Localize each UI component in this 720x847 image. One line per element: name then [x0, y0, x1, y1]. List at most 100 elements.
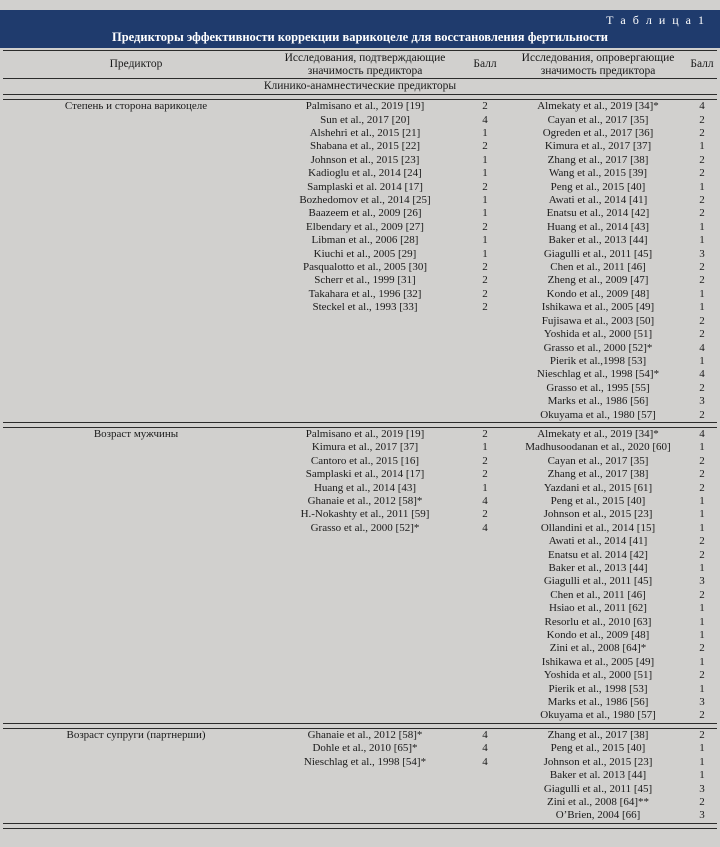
confirming-study-citation — [269, 382, 461, 395]
confirming-study-citation — [269, 589, 461, 602]
refuting-score-value: 2 — [699, 408, 705, 421]
refuting-study-citation: Madhusoodanan et al., 2020 [60] — [525, 441, 671, 454]
confirming-score-value: 1 — [482, 441, 488, 454]
confirming-study-citation — [269, 602, 461, 615]
refuting-score-value: 1 — [699, 180, 705, 193]
refuting-study-citation: Kondo et al., 2009 [48] — [546, 287, 650, 300]
confirming-study-citation — [269, 409, 461, 422]
table-row: Hsiao et al., 2011 [62] 1 — [3, 602, 717, 615]
refuting-score-value: 2 — [699, 535, 705, 548]
refuting-study-citation: Grasso et al., 1995 [55] — [546, 381, 650, 394]
refuting-score-value: 3 — [699, 575, 705, 588]
refuting-study-citation: Enatsu et al., 2014 [42] — [546, 207, 650, 220]
table-row: Johnson et al., 2015 [23] 1 Zhang et al., … — [3, 154, 717, 167]
table-row: Fujisawa et al., 2003 [50] 2 — [3, 315, 717, 328]
confirming-study-citation — [269, 395, 461, 408]
refuting-study-citation: Baker et al., 2013 [44] — [548, 234, 648, 247]
confirming-study-citation: Huang et al., 2014 [43] — [313, 481, 417, 494]
refuting-study-citation: Johnson et al., 2015 [23] — [543, 755, 653, 768]
confirming-score-value: 2 — [482, 180, 488, 193]
refuting-score-value: 2 — [699, 194, 705, 207]
confirming-study-citation: Kadioglu et al., 2014 [24] — [308, 167, 422, 180]
confirming-study-citation: Grasso et al., 2000 [52]* — [310, 521, 420, 534]
confirming-study-citation: Nieschlag et al., 1998 [54]* — [303, 755, 427, 768]
table-row: Yoshida et al., 2000 [51] 2 — [3, 669, 717, 682]
confirming-study-citation: Shabana et al., 2015 [22] — [310, 140, 420, 153]
confirming-score-value: 1 — [482, 207, 488, 220]
confirming-study-citation — [269, 642, 461, 655]
confirming-study-citation — [269, 342, 461, 355]
refuting-score-value: 1 — [699, 234, 705, 247]
refuting-score-value: 2 — [699, 167, 705, 180]
table-row: Scherr et al., 1999 [31] 2 Zheng et al., 2… — [3, 274, 717, 287]
confirming-score-value — [461, 342, 509, 355]
refuting-score-value: 1 — [699, 441, 705, 454]
refuting-study-citation: Zini et al., 2008 [64]** — [546, 795, 650, 808]
refuting-score-value: 2 — [699, 588, 705, 601]
confirming-score-value: 2 — [482, 274, 488, 287]
refuting-study-citation: Cayan et al., 2017 [35] — [547, 113, 649, 126]
confirming-study-citation: Ghanaie et al., 2012 [58]* — [307, 728, 423, 741]
confirming-study-citation — [269, 535, 461, 548]
predictor-name — [3, 114, 269, 127]
table-row: Shabana et al., 2015 [22] 2 Kimura et al.,… — [3, 140, 717, 153]
refuting-study-citation: O’Brien, 2004 [66] — [555, 809, 641, 822]
confirming-score-value: 2 — [482, 508, 488, 521]
confirming-score-value — [461, 809, 509, 822]
table-row: Takahara et al., 1996 [32] 2 Kondo et al.,… — [3, 288, 717, 301]
refuting-study-citation: Peng et al., 2015 [40] — [550, 494, 646, 507]
refuting-score-value: 2 — [699, 314, 705, 327]
predictor-name — [3, 575, 269, 588]
confirming-score-value: 4 — [482, 755, 488, 768]
table-row: Grasso et al., 2000 [52]* 4 Ollandini et a… — [3, 522, 717, 535]
confirming-study-citation — [269, 669, 461, 682]
refuting-score-value: 4 — [699, 341, 705, 354]
column-header-score-refuting: Балл — [690, 58, 714, 71]
table-row: Okuyama et al., 1980 [57] 2 — [3, 409, 717, 422]
confirming-study-citation — [269, 629, 461, 642]
confirming-score-value — [461, 796, 509, 809]
refuting-study-citation: Nieschlag et al., 1998 [54]* — [536, 368, 660, 381]
refuting-study-citation: Grasso et al., 2000 [52]* — [543, 341, 653, 354]
refuting-study-citation: Yoshida et al., 2000 [51] — [543, 669, 653, 682]
refuting-study-citation: Awati et al., 2014 [41] — [548, 194, 648, 207]
table-row: Resorlu et al., 2010 [63] 1 — [3, 616, 717, 629]
confirming-study-citation: Cantoro et al., 2015 [16] — [310, 454, 420, 467]
refuting-study-citation: Cayan et al., 2017 [35] — [547, 454, 649, 467]
confirming-score-value: 1 — [482, 194, 488, 207]
confirming-score-value: 1 — [482, 167, 488, 180]
confirming-study-citation: Ghanaie et al., 2012 [58]* — [307, 494, 423, 507]
column-header-predictor: Предиктор — [109, 58, 163, 71]
confirming-study-citation — [269, 315, 461, 328]
confirming-study-citation: Takahara et al., 1996 [32] — [308, 287, 422, 300]
predictor-name — [3, 274, 269, 287]
confirming-score-value: 2 — [482, 454, 488, 467]
refuting-study-citation: Yazdani et al., 2015 [61] — [543, 481, 653, 494]
confirming-score-value — [461, 783, 509, 796]
confirming-score-value — [461, 656, 509, 669]
refuting-study-citation: Zhang et al., 2017 [38] — [547, 468, 649, 481]
confirming-study-citation — [269, 796, 461, 809]
rule-table-bottom — [3, 822, 717, 829]
refuting-score-value: 1 — [699, 494, 705, 507]
refuting-study-citation: Giagulli et al., 2011 [45] — [543, 782, 653, 795]
confirming-score-value: 2 — [482, 261, 488, 274]
predictor-name — [3, 809, 269, 822]
confirming-study-citation: Johnson et al., 2015 [23] — [310, 153, 420, 166]
refuting-score-value: 2 — [699, 153, 705, 166]
predictor-name — [3, 342, 269, 355]
predictor-name — [3, 288, 269, 301]
predictor-name — [3, 167, 269, 180]
table-row: Giagulli et al., 2011 [45] 3 — [3, 783, 717, 796]
predictor-name — [3, 522, 269, 535]
refuting-score-value: 1 — [699, 682, 705, 695]
refuting-score-value: 1 — [699, 755, 705, 768]
confirming-score-value — [461, 395, 509, 408]
refuting-score-value: 1 — [699, 140, 705, 153]
refuting-study-citation: Pierik et al.,1998 [53] — [549, 354, 647, 367]
confirming-study-citation: Steckel et al., 1993 [33] — [312, 301, 418, 314]
refuting-study-citation: Huang et al., 2014 [43] — [546, 220, 650, 233]
column-header-score-confirming: Балл — [473, 58, 497, 71]
predictor-name — [3, 742, 269, 755]
predictor-name — [3, 355, 269, 368]
